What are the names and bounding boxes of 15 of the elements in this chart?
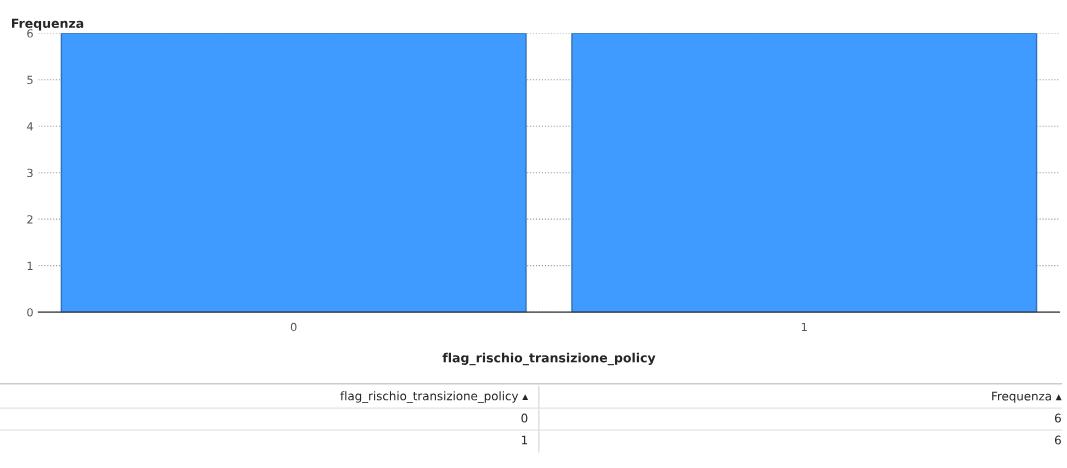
text: 6 — [1054, 413, 1061, 423]
y-axis-title: Frequenza — [11, 18, 84, 31]
y-tick-label: 6 — [27, 29, 33, 38]
text: 1 — [521, 435, 528, 445]
y-tick-label: 3 — [27, 168, 33, 178]
y-tick-label: 0 — [27, 308, 33, 317]
text: Frequenza ▴ — [992, 391, 1062, 403]
y-tick-label: 4 — [27, 122, 33, 131]
text: flag_rischio_transizione_policy ▴ — [340, 391, 529, 403]
text: 0 — [521, 413, 528, 423]
y-tick-label: 5 — [27, 75, 33, 85]
y-tick-label: 1 — [27, 261, 33, 270]
text: 6 — [1054, 435, 1061, 445]
x-axis-title: flag_rischio_transizione_policy — [442, 352, 656, 366]
y-tick-label: 2 — [27, 215, 33, 224]
